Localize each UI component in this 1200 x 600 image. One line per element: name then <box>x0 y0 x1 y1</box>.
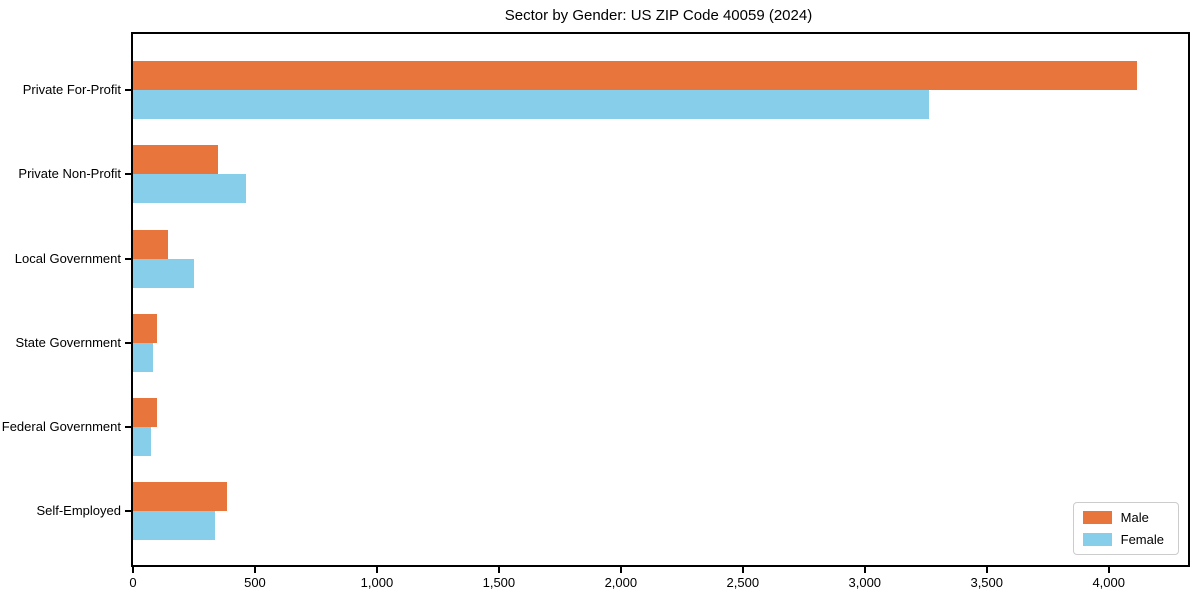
legend-swatch-female <box>1082 533 1112 546</box>
x-tick-label: 3,500 <box>970 575 1004 590</box>
legend: Male Female <box>1072 502 1179 555</box>
bar-female-3 <box>133 342 153 372</box>
bar-male-1 <box>133 145 219 175</box>
y-tick-mark <box>125 173 131 176</box>
x-tick-label: 1,500 <box>482 575 516 590</box>
bar-female-0 <box>133 90 930 119</box>
x-tick-label: 0 <box>129 575 137 590</box>
legend-entry-female: Female <box>1082 532 1164 547</box>
y-tick-mark <box>125 89 131 91</box>
x-tick-label: 4,000 <box>1092 575 1125 590</box>
x-tick-mark <box>375 567 378 573</box>
y-tick-label: Local Government <box>14 250 121 266</box>
y-tick-mark <box>125 510 131 513</box>
bar-male-4 <box>133 398 158 427</box>
legend-label-female: Female <box>1120 532 1164 547</box>
x-tick-label: 3,000 <box>848 575 882 590</box>
y-tick-label: State Government <box>15 334 122 350</box>
x-tick-mark <box>132 567 134 573</box>
y-tick-mark <box>125 426 131 428</box>
legend-entry-male: Male <box>1082 510 1164 525</box>
y-tick-mark <box>125 341 131 344</box>
bar-male-2 <box>133 229 169 259</box>
legend-label-male: Male <box>1120 510 1149 525</box>
chart-title: Sector by Gender: US ZIP Code 40059 (202… <box>504 7 813 24</box>
x-tick-mark <box>619 567 622 573</box>
x-tick-mark <box>985 567 988 573</box>
bar-male-0 <box>133 61 1137 90</box>
bar-female-1 <box>133 174 247 204</box>
y-tick-label: Federal Government <box>1 419 121 434</box>
x-tick-mark <box>741 567 744 573</box>
x-tick-label: 1,000 <box>360 575 394 590</box>
x-tick-mark <box>1107 567 1110 573</box>
x-tick-label: 2,500 <box>726 575 760 590</box>
bar-female-4 <box>133 427 152 456</box>
bar-female-2 <box>133 258 194 288</box>
y-tick-label: Self-Employed <box>36 503 121 519</box>
x-tick-mark <box>253 567 256 573</box>
bar-male-5 <box>133 482 227 512</box>
x-tick-mark <box>863 567 866 573</box>
plot-area: Private For-Profit Private Non-Profit Loca… <box>2 32 1190 590</box>
legend-swatch-male <box>1082 511 1112 524</box>
x-tick-label: 500 <box>244 575 266 590</box>
bar-female-5 <box>133 511 215 541</box>
x-tick-label: 2,000 <box>604 575 638 590</box>
bar-male-3 <box>133 313 158 343</box>
x-tick-mark <box>497 567 500 573</box>
y-tick-label: Private Non-Profit <box>18 166 121 182</box>
y-tick-mark <box>125 257 131 260</box>
y-tick-label: Private For-Profit <box>22 82 121 97</box>
